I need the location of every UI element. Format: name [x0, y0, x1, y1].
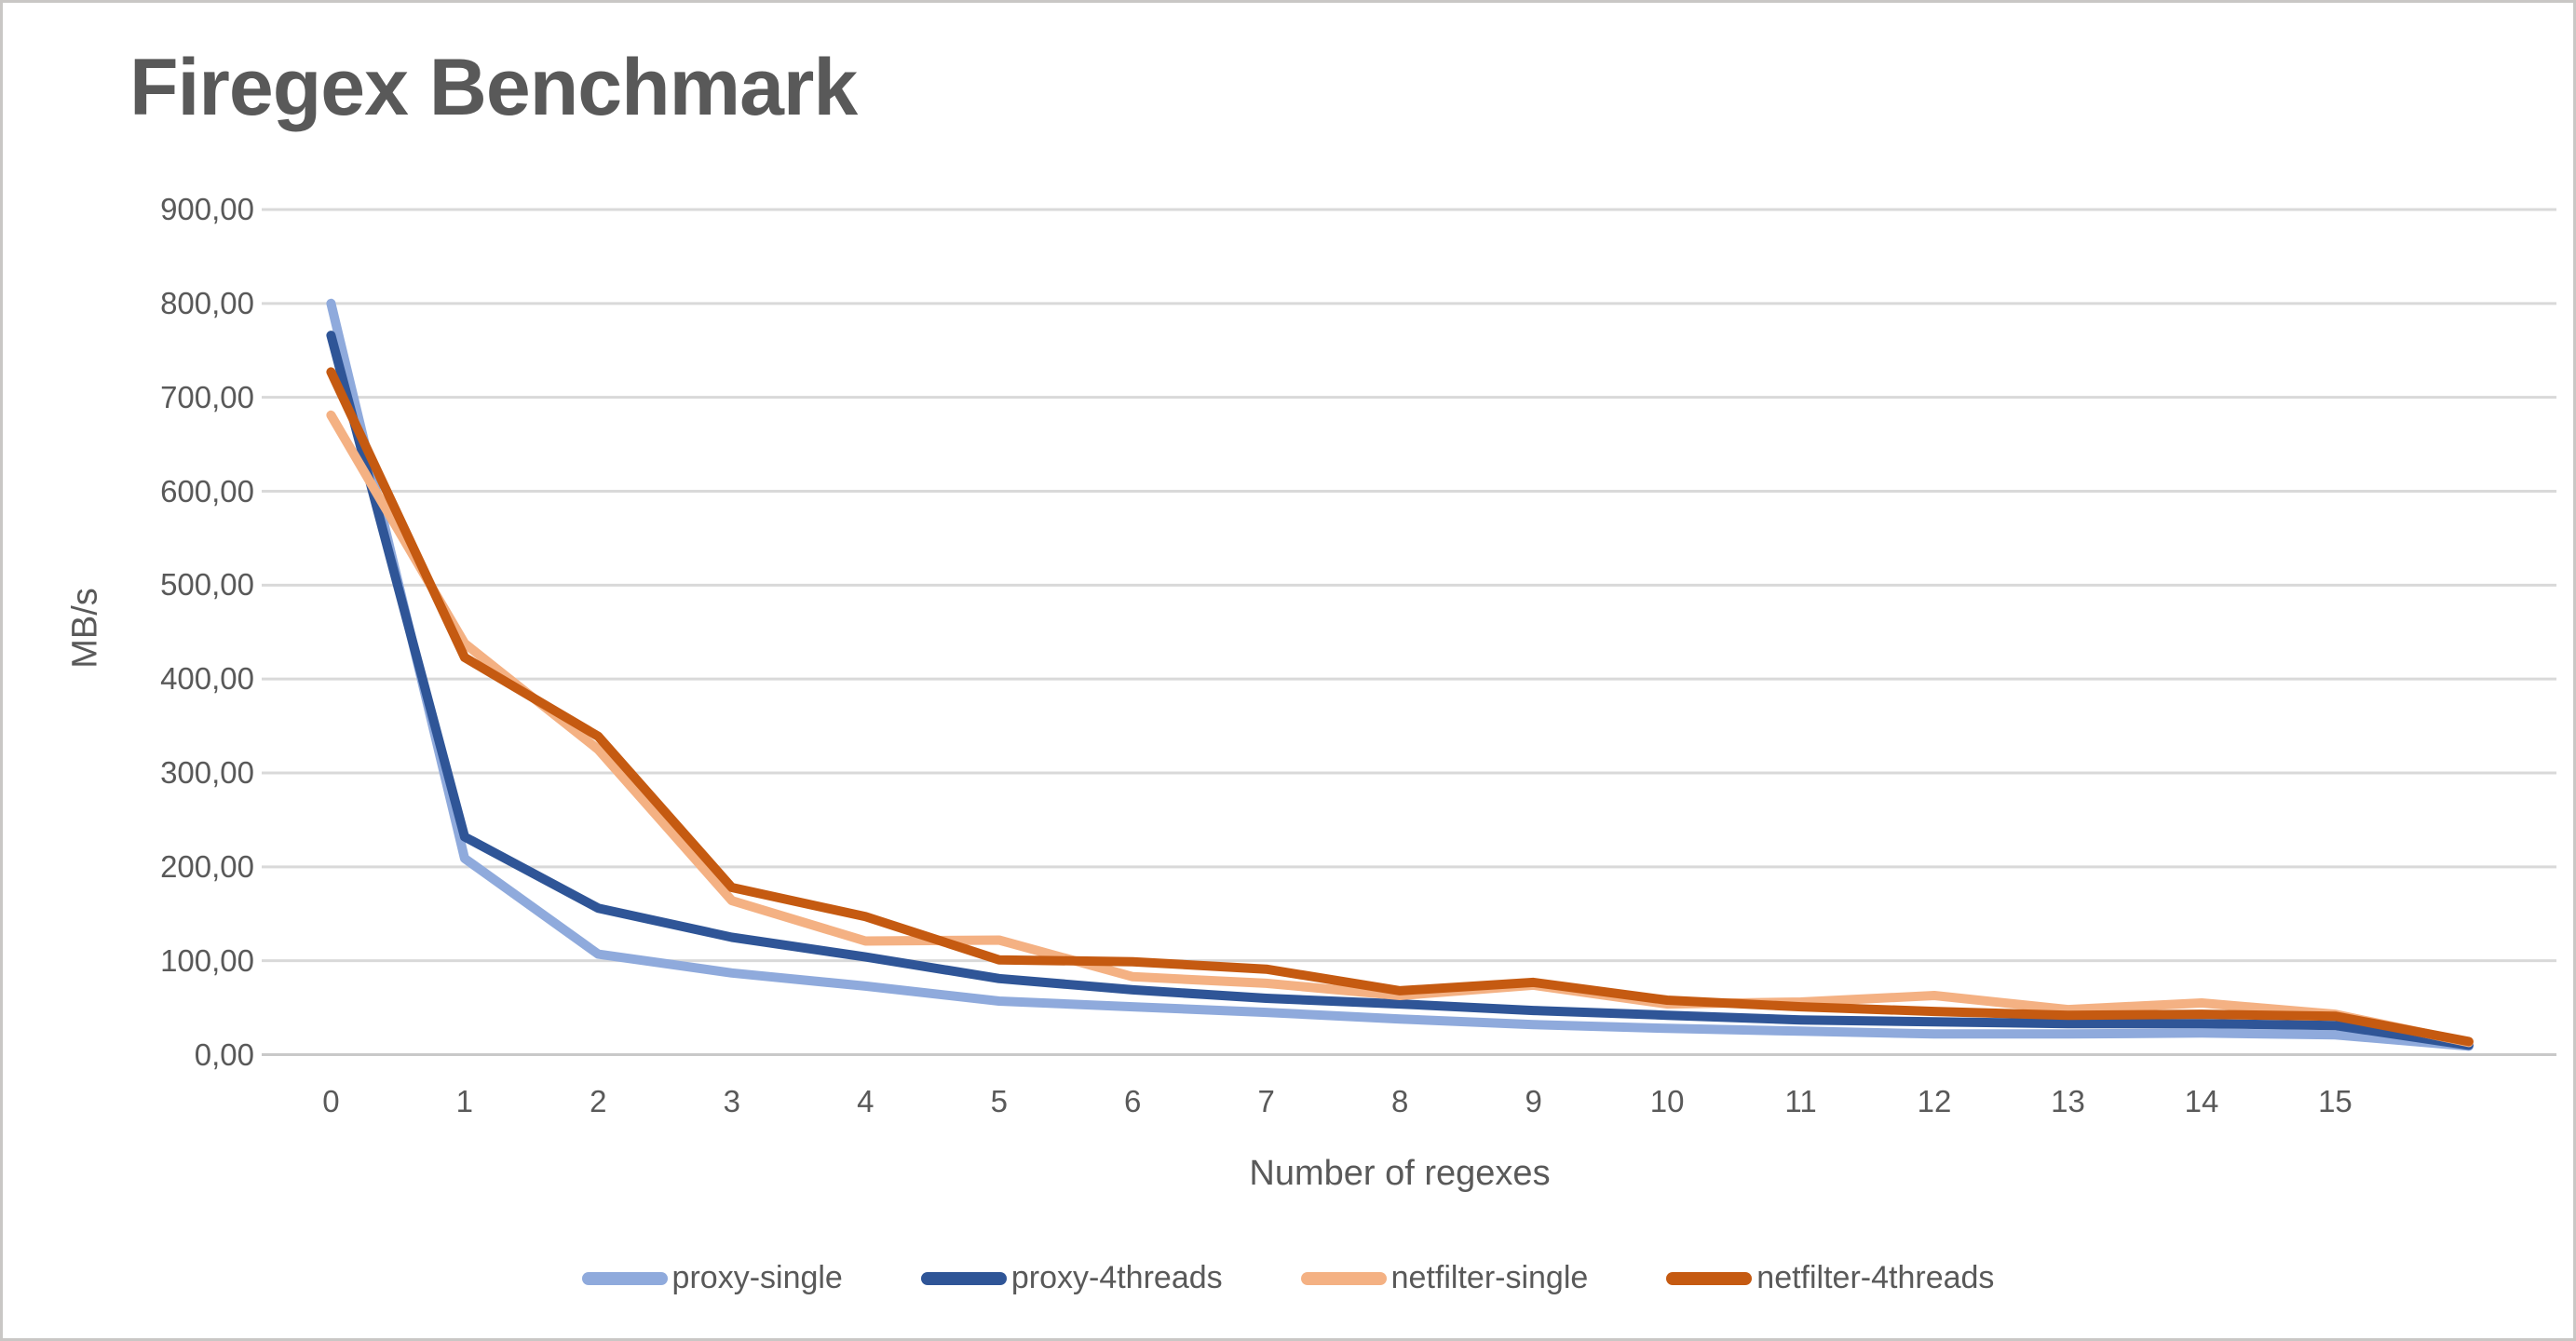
- legend-label: netfilter-single: [1390, 1260, 1589, 1295]
- y-tick-label: 500,00: [160, 567, 254, 603]
- x-tick-label: 9: [1525, 1084, 1542, 1118]
- y-tick-label: 800,00: [160, 285, 254, 320]
- legend-label: netfilter-4threads: [1756, 1260, 1995, 1295]
- x-tick-label: 0: [322, 1084, 340, 1118]
- y-tick-label: 700,00: [160, 379, 254, 414]
- x-tick-label: 10: [1649, 1084, 1685, 1118]
- x-tick-label: 3: [723, 1084, 740, 1118]
- y-tick-label: 400,00: [160, 661, 254, 697]
- x-axis-title: Number of regexes: [1249, 1154, 1551, 1193]
- line-chart-plot: [262, 208, 2556, 1056]
- x-tick-label: 13: [2051, 1084, 2085, 1118]
- legend-item-netfilter-single: netfilter-single: [1300, 1260, 1589, 1296]
- x-tick-label: 8: [1390, 1084, 1409, 1118]
- x-tick-label: 6: [1124, 1084, 1142, 1118]
- legend-swatch-proxy-4threads: [920, 1271, 1007, 1285]
- legend-item-netfilter-4threads: netfilter-4threads: [1666, 1260, 1994, 1296]
- x-tick-label: 15: [2318, 1084, 2352, 1118]
- series-proxy-single-line: [326, 298, 2474, 1051]
- x-tick-label: 1: [455, 1084, 474, 1118]
- x-tick-label: 11: [1784, 1084, 1817, 1118]
- y-axis-title: MB/s: [65, 588, 105, 669]
- y-tick-label: 200,00: [160, 848, 254, 884]
- y-tick-label: 100,00: [160, 942, 254, 978]
- chart-title: Firegex Benchmark: [129, 43, 858, 132]
- y-tick-label: 900,00: [160, 192, 254, 226]
- x-tick-label: 2: [590, 1084, 607, 1118]
- legend-label: proxy-4threads: [1010, 1260, 1223, 1295]
- x-tick-label: 7: [1257, 1084, 1275, 1118]
- legend-swatch-netfilter-4threads: [1666, 1271, 1753, 1285]
- y-tick-label: 600,00: [160, 473, 254, 508]
- legend-item-proxy-4threads: proxy-4threads: [920, 1260, 1223, 1296]
- series-netfilter-single-line: [326, 410, 2474, 1048]
- x-tick-label: 5: [990, 1084, 1008, 1118]
- series-netfilter-4threads-line: [326, 367, 2474, 1047]
- x-tick-label: 4: [857, 1084, 874, 1118]
- series-proxy-4threads-line: [326, 331, 2474, 1050]
- x-tick-label: 14: [2184, 1084, 2219, 1118]
- legend-swatch-proxy-single: [581, 1271, 668, 1285]
- gridlines: [262, 208, 2556, 1056]
- legend-label: proxy-single: [671, 1260, 843, 1295]
- y-tick-label: 300,00: [160, 755, 254, 790]
- legend-swatch-netfilter-single: [1300, 1271, 1387, 1285]
- x-tick-label: 12: [1917, 1084, 1952, 1118]
- legend-item-proxy-single: proxy-single: [581, 1260, 843, 1296]
- chart-legend: proxy-single proxy-4threads netfilter-sing…: [3, 1260, 2573, 1296]
- y-tick-label: 0,00: [194, 1036, 254, 1072]
- series-lines: [326, 298, 2474, 1051]
